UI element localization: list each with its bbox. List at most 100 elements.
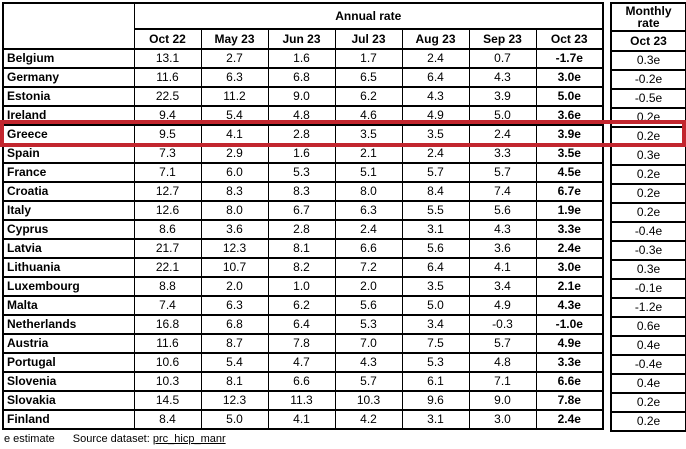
annual-value: 5.6 — [334, 295, 403, 316]
annual-value: 5.0 — [200, 409, 269, 430]
annual-value: 3.0e — [535, 67, 604, 88]
annual-value: 8.4 — [401, 181, 470, 202]
annual-value: -1.0e — [535, 314, 604, 335]
annual-value: 6.3 — [200, 295, 269, 316]
annual-value: 5.0 — [401, 295, 470, 316]
annual-value: 5.0 — [468, 105, 537, 126]
country-label-lithuania: Lithuania — [2, 257, 135, 278]
annual-value: 1.9e — [535, 200, 604, 221]
annual-value: 5.1 — [334, 162, 403, 183]
table-row-germany: Germany 11.6 6.3 6.8 6.5 6.4 4.3 3.0e — [2, 67, 604, 88]
country-label-belgium: Belgium — [2, 48, 135, 69]
country-label-italy: Italy — [2, 200, 135, 221]
annual-value: 2.8 — [267, 124, 336, 145]
annual-value: 7.3 — [133, 143, 202, 164]
monthly-row-austria: 0.4e — [610, 335, 686, 356]
monthly-value: 0.3e — [610, 259, 686, 280]
annual-value: 2.0 — [200, 276, 269, 297]
annual-value: 8.3 — [200, 181, 269, 202]
annual-value: 5.6 — [468, 200, 537, 221]
annual-value: 3.9e — [535, 124, 604, 145]
annual-value: 6.6 — [267, 371, 336, 392]
annual-value: 11.3 — [267, 390, 336, 411]
annual-value: 7.1 — [133, 162, 202, 183]
annual-value: 9.4 — [133, 105, 202, 126]
annual-value: 5.4 — [200, 352, 269, 373]
table-row-croatia: Croatia 12.7 8.3 8.3 8.0 8.4 7.4 6.7e — [2, 181, 604, 202]
annual-value: 4.8 — [468, 352, 537, 373]
monthly-row-germany: -0.2e — [610, 69, 686, 90]
monthly-value: 0.3e — [610, 50, 686, 71]
annual-value: 6.7 — [267, 200, 336, 221]
annual-value: 21.7 — [133, 238, 202, 259]
annual-value: 2.0 — [334, 276, 403, 297]
annual-value: 6.5 — [334, 67, 403, 88]
annual-value: 6.7e — [535, 181, 604, 202]
monthly-value: -0.1e — [610, 278, 686, 299]
annual-value: 6.2 — [334, 86, 403, 107]
annual-value: 3.5 — [401, 124, 470, 145]
annual-value: 8.2 — [267, 257, 336, 278]
annual-value: 3.5 — [334, 124, 403, 145]
annual-value: 9.6 — [401, 390, 470, 411]
table-row-slovakia: Slovakia 14.5 12.3 11.3 10.3 9.6 9.0 7.8e — [2, 390, 604, 411]
annual-rate-header: Annual rate — [133, 2, 604, 30]
annual-value: 1.0 — [267, 276, 336, 297]
annual-value: 5.3 — [401, 352, 470, 373]
annual-value: 5.7 — [468, 333, 537, 354]
country-label-slovenia: Slovenia — [2, 371, 135, 392]
annual-value: 7.8 — [267, 333, 336, 354]
annual-value: 11.6 — [133, 333, 202, 354]
country-label-finland: Finland — [2, 409, 135, 430]
annual-value: 4.3 — [401, 86, 470, 107]
annual-value: 5.7 — [468, 162, 537, 183]
annual-value: 9.0 — [468, 390, 537, 411]
annual-value: 6.2 — [267, 295, 336, 316]
table-row-france: France 7.1 6.0 5.3 5.1 5.7 5.7 4.5e — [2, 162, 604, 183]
annual-value: 11.2 — [200, 86, 269, 107]
country-label-spain: Spain — [2, 143, 135, 164]
annual-value: 1.7 — [334, 48, 403, 69]
annual-value: 4.3 — [468, 67, 537, 88]
annual-value: 22.1 — [133, 257, 202, 278]
annual-value: 3.4 — [401, 314, 470, 335]
monthly-value: -0.2e — [610, 69, 686, 90]
monthly-column-header: Oct 23 — [610, 30, 686, 52]
monthly-value: -0.4e — [610, 221, 686, 242]
table-row-belgium: Belgium 13.1 2.7 1.6 1.7 2.4 0.7 -1.7e — [2, 48, 604, 69]
monthly-value: 0.2e — [610, 183, 686, 204]
monthly-row-italy: 0.2e — [610, 202, 686, 223]
country-label-croatia: Croatia — [2, 181, 135, 202]
annual-value: 8.3 — [267, 181, 336, 202]
column-header-sep-23: Sep 23 — [468, 28, 537, 50]
country-label-portugal: Portugal — [2, 352, 135, 373]
monthly-value: 0.4e — [610, 335, 686, 356]
annual-value: 4.6 — [334, 105, 403, 126]
annual-value: 2.4 — [401, 48, 470, 69]
annual-value: 2.9 — [200, 143, 269, 164]
annual-value: 7.8e — [535, 390, 604, 411]
annual-value: 4.9 — [468, 295, 537, 316]
monthly-rate-table: Monthly rate Oct 23 0.3e -0.2e -0.5e 0.2e 0.… — [610, 2, 686, 432]
monthly-row-croatia: 0.2e — [610, 183, 686, 204]
source-dataset-link[interactable]: prc_hicp_manr — [152, 433, 226, 445]
monthly-value: 0.2e — [610, 392, 686, 413]
country-label-france: France — [2, 162, 135, 183]
country-label-luxembourg: Luxembourg — [2, 276, 135, 297]
country-label-germany: Germany — [2, 67, 135, 88]
country-label-austria: Austria — [2, 333, 135, 354]
column-header-oct-22: Oct 22 — [133, 28, 202, 50]
annual-months-row: Oct 22 May 23 Jun 23 Jul 23 Aug 23 Sep 23 Oct … — [3, 28, 604, 50]
annual-value: 12.3 — [200, 238, 269, 259]
footnote: e estimate Source dataset: prc_hicp_manr — [4, 433, 226, 446]
table-row-ireland: Ireland 9.4 5.4 4.8 4.6 4.9 5.0 3.6e — [2, 105, 604, 126]
annual-value: 3.5e — [535, 143, 604, 164]
annual-value: 6.8 — [200, 314, 269, 335]
annual-value: 3.6 — [200, 219, 269, 240]
table-row-portugal: Portugal 10.6 5.4 4.7 4.3 5.3 4.8 3.3e — [2, 352, 604, 373]
monthly-row-greece: 0.2e — [610, 126, 686, 147]
corner-cell — [2, 2, 135, 50]
table-row-greece: Greece 9.5 4.1 2.8 3.5 3.5 2.4 3.9e — [2, 124, 604, 145]
country-label-malta: Malta — [2, 295, 135, 316]
